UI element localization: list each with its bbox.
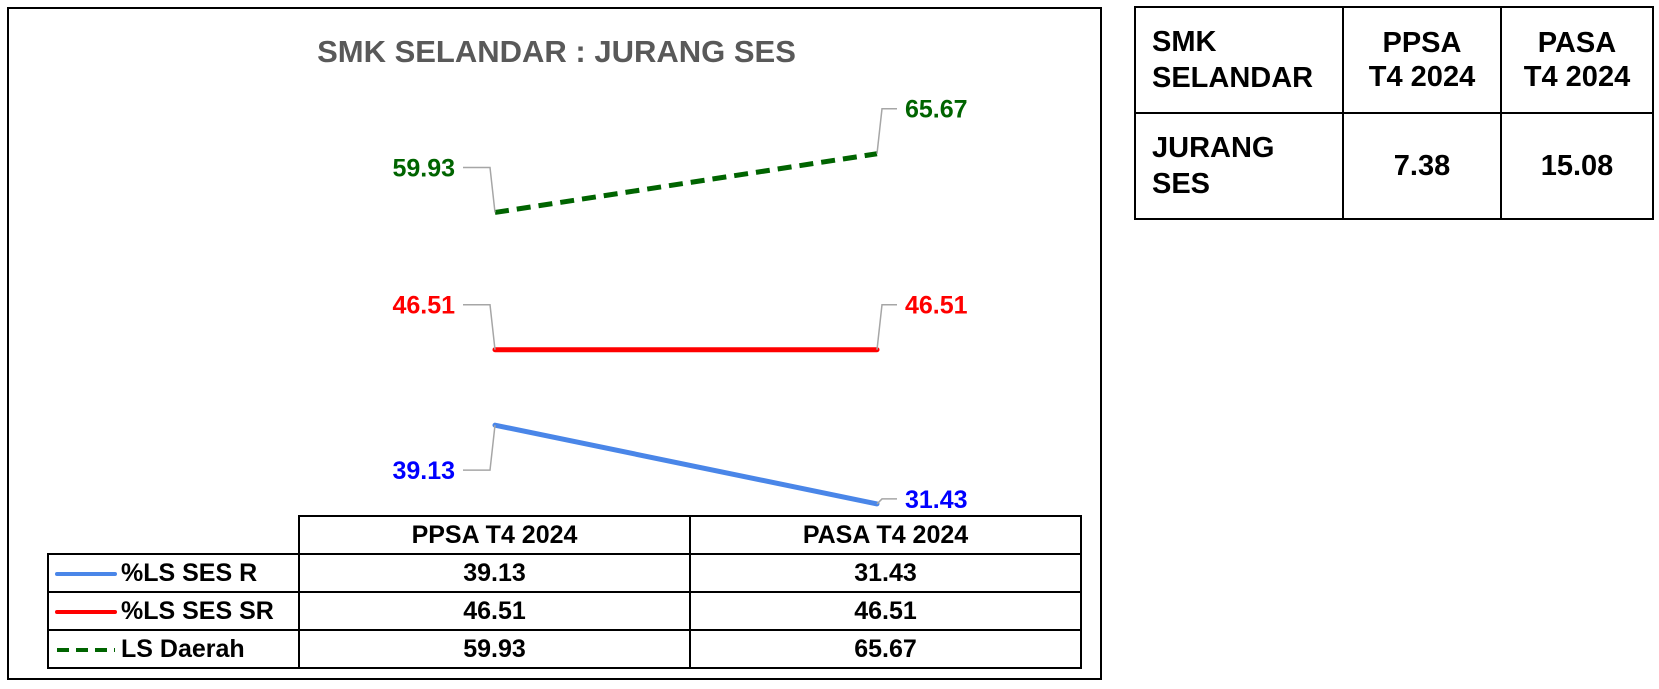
data-label: 31.43 [905,486,968,514]
gap-table-header-pasa: PASA T4 2024 [1500,6,1654,114]
data-label: 59.93 [392,154,455,182]
data-label: 39.13 [392,457,455,485]
data-table-header-ppsa: PPSA T4 2024 [298,515,691,555]
chart-data-table: PPSA T4 2024 PASA T4 2024 %LS SES R 39.1… [47,515,1082,669]
label-leader-line [463,166,496,213]
table-cell: 46.51 [298,591,691,631]
chart-frame: SMK SELANDAR : JURANG SES 39.13 31.43 46.5… [7,7,1102,680]
legend-label: LS Daerah [121,634,245,663]
gap-label-line: JURANG [1152,132,1275,164]
header-line: PPSA [1382,27,1462,59]
data-table-corner [48,516,300,555]
data-label: 65.67 [905,96,968,124]
gap-summary-table: SMK SELANDAR PPSA T4 2024 PASA T4 2024 J… [1134,6,1654,220]
line-plot: 39.13 31.43 46.51 46.51 59.93 65.67 [392,96,968,514]
chart-title: SMK SELANDAR : JURANG SES [317,34,796,69]
legend-item-ls-daerah: LS Daerah [47,629,300,669]
legend-item-ses-sr: %LS SES SR [47,591,300,631]
data-label: 46.51 [392,292,455,320]
label-leader-line [876,498,897,505]
legend-key-ls-daerah [57,647,115,652]
series-line [492,422,880,507]
table-cell: 65.67 [689,629,1082,669]
gap-table-header-row: SMK SELANDAR PPSA T4 2024 PASA T4 2024 [1134,6,1654,114]
gap-table-corner-label: SMK SELANDAR [1134,6,1344,114]
data-table-row: LS Daerah 59.93 65.67 [47,629,1082,669]
header-line: PASA [1537,27,1617,59]
legend-key-ses-r [55,571,117,576]
label-leader-line [876,303,897,350]
data-table-header-pasa: PASA T4 2024 [689,515,1082,555]
data-table-header-row: PPSA T4 2024 PASA T4 2024 [48,515,1082,555]
legend-key-ses-sr [55,609,117,614]
gap-row-label: JURANG SES [1134,112,1344,220]
data-table-row: %LS SES SR 46.51 46.51 [47,591,1082,631]
gap-table-header-ppsa: PPSA T4 2024 [1342,6,1502,114]
table-cell: 59.93 [298,629,691,669]
data-table-row: %LS SES R 39.13 31.43 [47,553,1082,593]
label-leader-line [463,303,496,350]
table-cell: 31.43 [689,553,1082,593]
gap-label-line: SES [1152,168,1211,200]
legend-label: %LS SES SR [121,596,274,625]
header-line: T4 2024 [1523,61,1631,93]
series-line [494,151,878,215]
header-line: T4 2024 [1368,61,1476,93]
legend-label: %LS SES R [121,558,258,587]
table-cell: 46.51 [689,591,1082,631]
gap-value-pasa: 15.08 [1500,112,1654,220]
gap-label-line: SMK [1152,26,1217,58]
gap-value-ppsa: 7.38 [1342,112,1502,220]
gap-label-line: SELANDAR [1152,62,1314,94]
label-leader-line [463,425,496,471]
gap-table-row: JURANG SES 7.38 15.08 [1134,112,1654,220]
label-leader-line [876,107,897,154]
legend-item-ses-r: %LS SES R [47,553,300,593]
data-label: 46.51 [905,292,968,320]
table-cell: 39.13 [298,553,691,593]
